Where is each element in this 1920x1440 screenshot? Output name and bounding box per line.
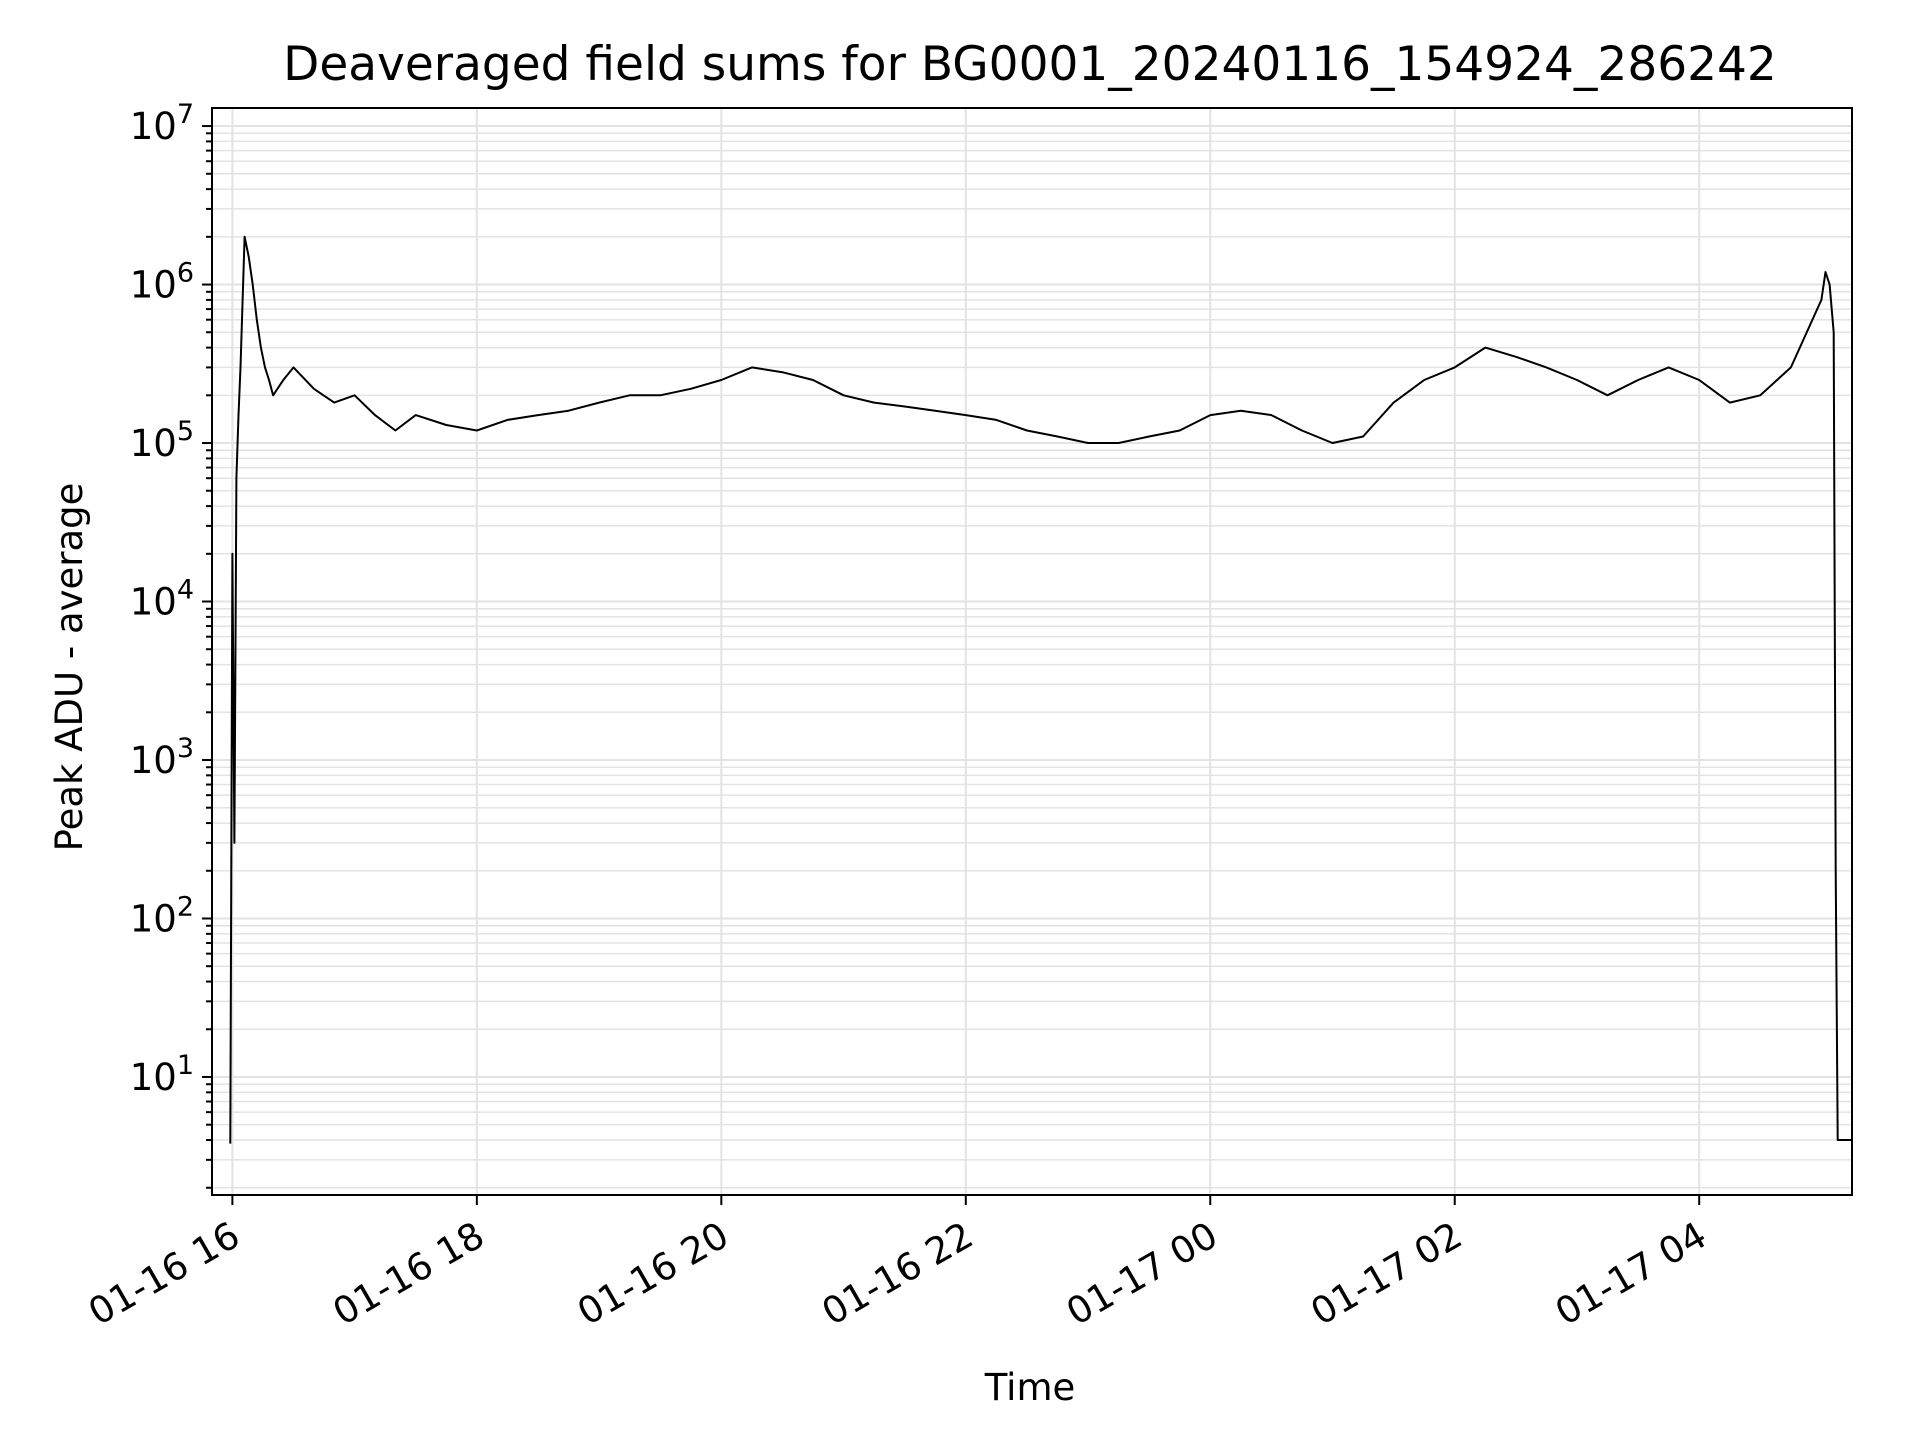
y-axis-label: Peak ADU - average	[48, 483, 91, 852]
y-tick-label: 104	[130, 575, 194, 624]
grid-lines	[212, 108, 1852, 1195]
y-tick-label: 105	[130, 416, 194, 465]
data-layer	[229, 235, 1852, 1144]
y-tick-label: 102	[130, 891, 194, 940]
y-tick-label: 106	[130, 258, 194, 307]
plot-frame	[211, 107, 1853, 1196]
y-tick-label: 107	[130, 99, 194, 148]
chart-title: Deaveraged field sums for BG0001_2024011…	[283, 37, 1777, 92]
y-tick-label: 103	[130, 733, 194, 782]
series-line	[229, 235, 1852, 1144]
x-axis-label: Time	[984, 1366, 1076, 1409]
y-tick-label: 101	[130, 1050, 194, 1099]
